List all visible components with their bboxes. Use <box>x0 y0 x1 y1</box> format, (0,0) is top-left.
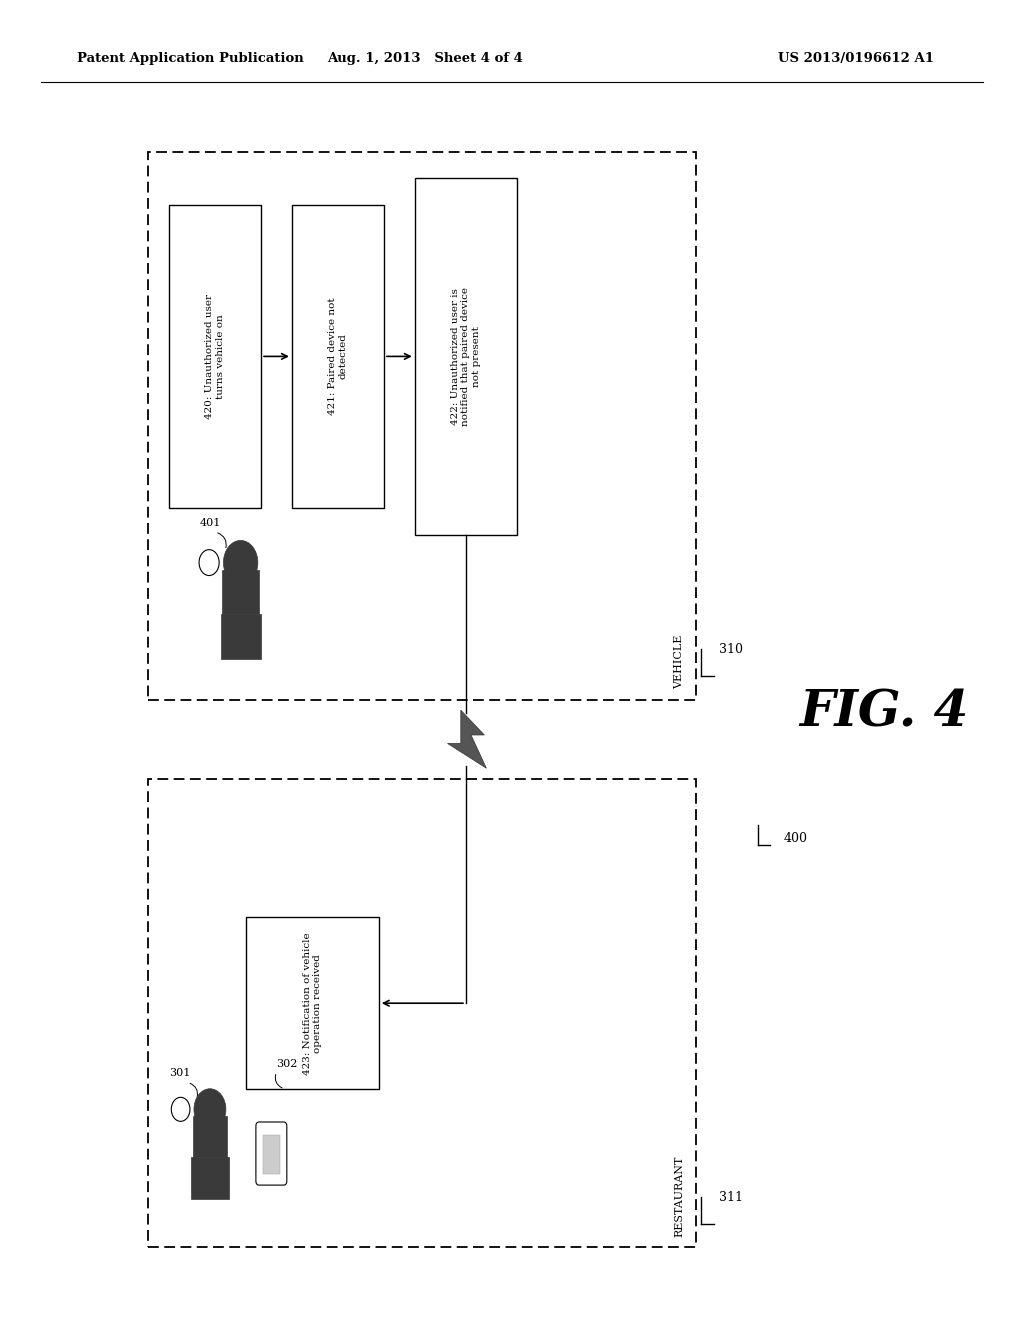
Bar <box>220 614 261 659</box>
Circle shape <box>199 549 219 576</box>
Text: RESTAURANT: RESTAURANT <box>674 1155 684 1237</box>
Bar <box>191 1158 228 1199</box>
Polygon shape <box>447 710 486 768</box>
Text: 423: Notification of vehicle
operation received: 423: Notification of vehicle operation r… <box>303 932 322 1074</box>
Bar <box>222 570 259 614</box>
Text: 420: Unauthorized user
turns vehicle on: 420: Unauthorized user turns vehicle on <box>206 294 224 418</box>
Bar <box>169 205 261 508</box>
Text: Aug. 1, 2013   Sheet 4 of 4: Aug. 1, 2013 Sheet 4 of 4 <box>327 51 523 65</box>
Text: 310: 310 <box>719 643 742 656</box>
Bar <box>415 178 517 535</box>
Bar <box>246 917 379 1089</box>
Text: 422: Unauthorized user is
notified that paired device
not present: 422: Unauthorized user is notified that … <box>451 286 481 426</box>
Text: FIG. 4: FIG. 4 <box>799 688 968 738</box>
Bar <box>263 1135 280 1173</box>
Text: Patent Application Publication: Patent Application Publication <box>77 51 303 65</box>
Text: US 2013/0196612 A1: US 2013/0196612 A1 <box>778 51 934 65</box>
Circle shape <box>171 1097 190 1122</box>
Bar <box>292 205 384 508</box>
Bar <box>193 1117 227 1158</box>
FancyBboxPatch shape <box>256 1122 287 1185</box>
Text: 400: 400 <box>783 832 807 845</box>
Circle shape <box>223 540 258 585</box>
Text: 421: Paired device not
detected: 421: Paired device not detected <box>329 297 347 416</box>
Bar <box>148 152 696 700</box>
Text: VEHICLE: VEHICLE <box>674 635 684 689</box>
Text: 401: 401 <box>200 517 221 528</box>
Text: 311: 311 <box>719 1191 742 1204</box>
Circle shape <box>194 1089 226 1130</box>
Text: 302: 302 <box>276 1059 298 1069</box>
Text: 301: 301 <box>169 1068 190 1078</box>
Bar <box>148 779 696 1247</box>
